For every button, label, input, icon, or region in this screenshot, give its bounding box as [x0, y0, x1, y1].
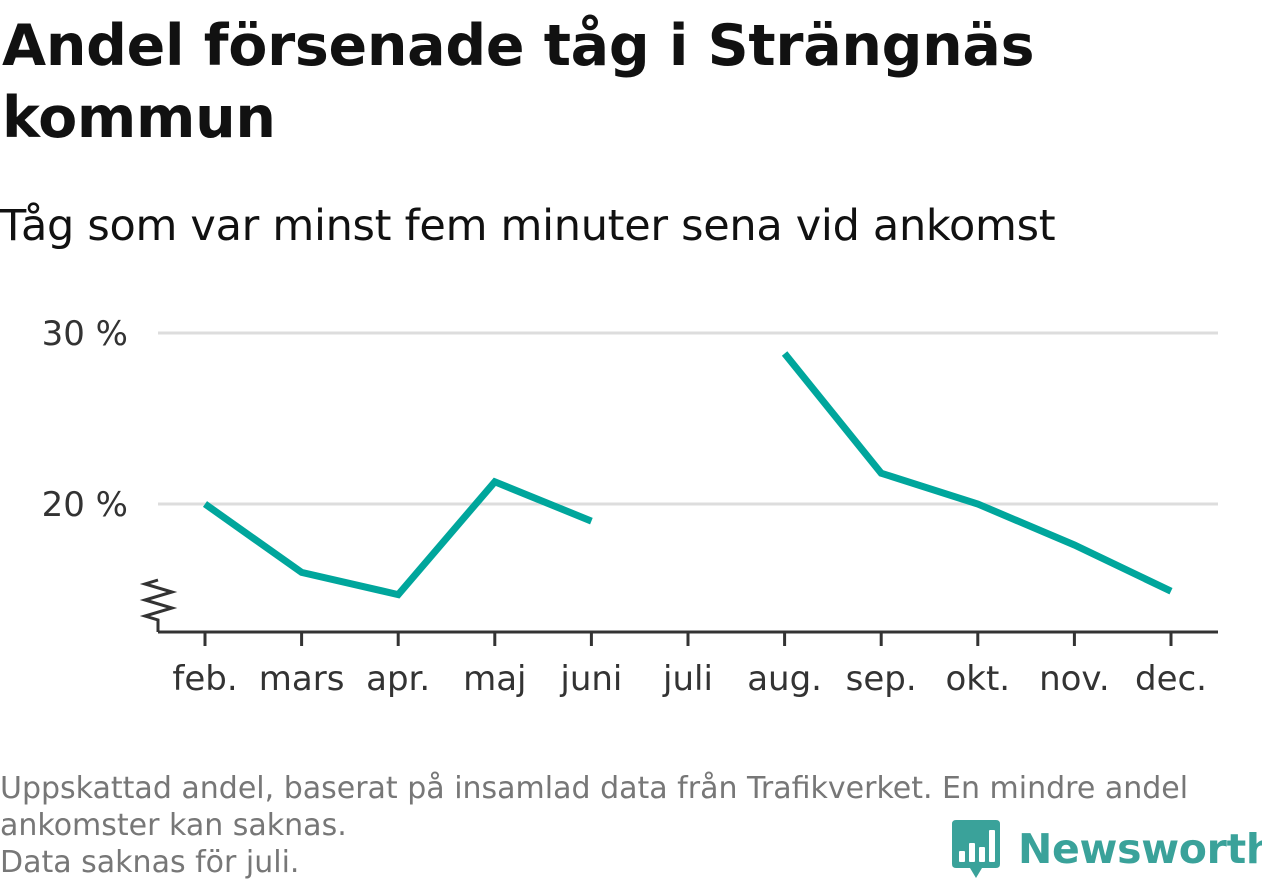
chart-subtitle: Tåg som var minst fem minuter sena vid a… [0, 201, 1056, 251]
x-tick-label: aug. [747, 659, 822, 699]
series-line [781, 351, 1173, 595]
x-tick-label: okt. [945, 659, 1010, 699]
footnote-line: Uppskattad andel, baserat på insamlad da… [0, 771, 1189, 806]
footnote-line: ankomster kan saknas. [0, 808, 347, 843]
x-tick-label: juli [662, 659, 713, 699]
y-tick-label: 20 % [42, 485, 128, 525]
x-tick-label: apr. [366, 659, 430, 699]
axis-break-icon [139, 578, 178, 632]
x-tick-label: sep. [846, 659, 917, 699]
x-tick-label: feb. [172, 659, 237, 699]
x-axis-labels: feb. mars apr. maj juni juli aug. sep. okt. nov. d… [172, 659, 1207, 699]
x-tick-label: dec. [1135, 659, 1207, 699]
brand-name: Newsworthy [1018, 825, 1262, 873]
bar-chart-speech-bubble-icon [952, 820, 1000, 878]
x-tick-label: nov. [1039, 659, 1110, 699]
brand-logo: Newsworthy [950, 818, 1262, 880]
line-chart: 20 % 30 % feb. mars apr. maj juni juli aug. sep.… [42, 314, 1218, 699]
chart-title: Andel försenade tåg i Strängnäs kommun [2, 13, 1035, 151]
y-tick-label: 30 % [42, 314, 128, 354]
y-axis-labels: 20 % 30 % [42, 314, 128, 525]
x-tick-label: maj [463, 659, 526, 699]
series-lines [202, 351, 1173, 599]
x-axis [139, 578, 1218, 646]
grid-lines [158, 331, 1218, 506]
x-tick-label: juni [559, 659, 622, 699]
footnote-line: Data saknas för juli. [0, 845, 300, 880]
footnote: Uppskattad andel, baserat på insamlad da… [0, 770, 1250, 881]
x-tick-label: mars [259, 659, 345, 699]
series-line [202, 477, 593, 599]
